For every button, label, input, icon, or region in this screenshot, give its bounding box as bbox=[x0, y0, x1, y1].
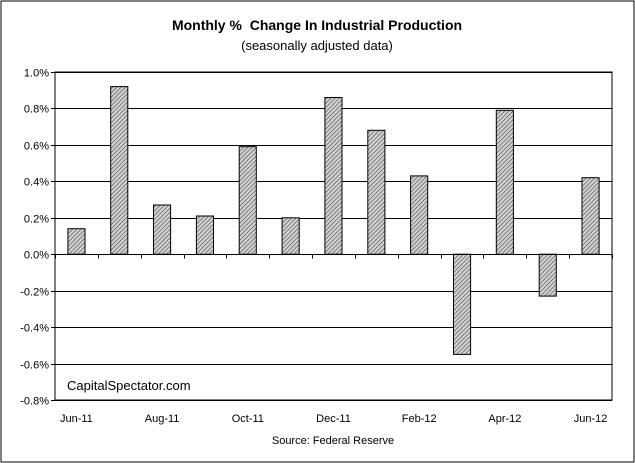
x-tick-label: Oct-11 bbox=[232, 413, 264, 425]
y-tick-label: 0.8% bbox=[24, 104, 49, 116]
bar-may-12 bbox=[538, 253, 557, 297]
x-tick-label: Apr-12 bbox=[488, 413, 521, 425]
x-tick-label: Aug-11 bbox=[145, 413, 180, 425]
bar-mar-12 bbox=[453, 253, 472, 355]
bar-oct-11 bbox=[238, 146, 257, 255]
y-tick-label: 0.4% bbox=[24, 177, 49, 189]
bar-nov-11 bbox=[281, 217, 300, 255]
bar-sep-11 bbox=[195, 215, 214, 255]
watermark-text: CapitalSpectator.com bbox=[67, 378, 191, 393]
x-tick-label: Jun-11 bbox=[60, 413, 93, 425]
bar-jul-11 bbox=[110, 86, 129, 255]
y-tick-label: 0.2% bbox=[24, 214, 49, 226]
bar-feb-12 bbox=[410, 175, 429, 255]
bar-jun-12 bbox=[581, 177, 600, 255]
y-tick-label: -0.2% bbox=[20, 287, 49, 299]
chart-subtitle: (seasonally adjusted data) bbox=[241, 38, 393, 53]
y-tick-label: 0.0% bbox=[24, 250, 49, 262]
chart-title: Monthly % Change In Industrial Productio… bbox=[172, 17, 462, 33]
x-tick-label: Feb-12 bbox=[402, 413, 437, 425]
y-tick-label: -0.4% bbox=[20, 323, 49, 335]
bar-jun-11 bbox=[67, 228, 86, 255]
bar-layer bbox=[67, 86, 600, 355]
y-tick-label: -0.6% bbox=[20, 360, 49, 372]
bar-dec-11 bbox=[324, 97, 343, 255]
source-text: Source: Federal Reserve bbox=[272, 435, 394, 447]
y-tick-label: -0.8% bbox=[20, 396, 49, 408]
bar-apr-12 bbox=[495, 109, 514, 255]
bar-aug-11 bbox=[153, 204, 172, 255]
bar-jan-12 bbox=[367, 129, 386, 255]
y-tick-label: 0.6% bbox=[24, 141, 49, 153]
y-tick-label: 1.0% bbox=[24, 68, 49, 80]
axis-layer: 1.0% 0.8% 0.6% 0.4% 0.2% 0.0% -0.2% -0.4% -0.6% -… bbox=[20, 68, 613, 425]
x-tick-label: Jun-12 bbox=[574, 413, 608, 425]
x-tick-label: Dec-11 bbox=[316, 413, 351, 425]
